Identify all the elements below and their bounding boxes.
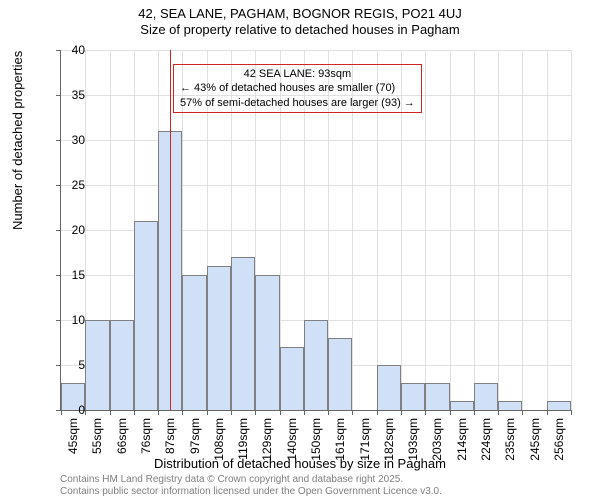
histogram-bar	[110, 320, 134, 410]
x-tick-mark	[450, 410, 451, 415]
x-tick-mark	[425, 410, 426, 415]
x-tick-mark	[498, 410, 499, 415]
y-tick-label: 5	[55, 358, 85, 372]
footer-line-1: Contains HM Land Registry data © Crown c…	[60, 474, 442, 486]
title-line-1: 42, SEA LANE, PAGHAM, BOGNOR REGIS, PO21…	[0, 6, 600, 22]
y-tick-label: 20	[55, 223, 85, 237]
y-tick-label: 0	[55, 403, 85, 417]
x-tick-mark	[207, 410, 208, 415]
x-tick-mark	[85, 410, 86, 415]
histogram-bar	[377, 365, 401, 410]
histogram-bar	[547, 401, 571, 410]
y-axis-label: Number of detached properties	[10, 51, 25, 230]
histogram-bar	[450, 401, 474, 410]
x-tick-mark	[377, 410, 378, 415]
x-tick-mark	[522, 410, 523, 415]
histogram-bar	[85, 320, 109, 410]
x-tick-mark	[401, 410, 402, 415]
histogram-bar	[134, 221, 158, 410]
x-tick-mark	[571, 410, 572, 415]
y-tick-label: 40	[55, 43, 85, 57]
annotation-line-1: ← 43% of detached houses are smaller (70…	[180, 81, 415, 95]
histogram-bar	[231, 257, 255, 410]
histogram-bar	[280, 347, 304, 410]
grid-line-h	[61, 50, 571, 51]
y-tick-label: 25	[55, 178, 85, 192]
histogram-bar	[474, 383, 498, 410]
chart-title-block: 42, SEA LANE, PAGHAM, BOGNOR REGIS, PO21…	[0, 0, 600, 39]
reference-line	[170, 50, 171, 410]
y-tick-label: 35	[55, 88, 85, 102]
x-tick-mark	[280, 410, 281, 415]
histogram-bar	[304, 320, 328, 410]
x-tick-mark	[474, 410, 475, 415]
histogram-bar	[328, 338, 352, 410]
x-tick-mark	[134, 410, 135, 415]
y-tick-label: 10	[55, 313, 85, 327]
x-tick-mark	[352, 410, 353, 415]
x-tick-mark	[182, 410, 183, 415]
annotation-header: 42 SEA LANE: 93sqm	[180, 67, 415, 81]
histogram-bar	[425, 383, 449, 410]
footer-line-2: Contains public sector information licen…	[60, 486, 442, 498]
grid-line-v	[450, 50, 451, 410]
histogram-bar	[255, 275, 279, 410]
x-tick-mark	[304, 410, 305, 415]
x-tick-mark	[158, 410, 159, 415]
histogram-bar	[498, 401, 522, 410]
grid-line-v	[571, 50, 572, 410]
grid-line-v	[425, 50, 426, 410]
histogram-bar	[401, 383, 425, 410]
annotation-box: 42 SEA LANE: 93sqm← 43% of detached hous…	[173, 64, 422, 113]
grid-line-v	[547, 50, 548, 410]
x-tick-mark	[110, 410, 111, 415]
title-line-2: Size of property relative to detached ho…	[0, 22, 600, 38]
grid-line-v	[522, 50, 523, 410]
x-tick-mark	[231, 410, 232, 415]
x-tick-mark	[547, 410, 548, 415]
grid-line-h	[61, 140, 571, 141]
chart-container: 42, SEA LANE, PAGHAM, BOGNOR REGIS, PO21…	[0, 0, 600, 500]
annotation-line-2: 57% of semi-detached houses are larger (…	[180, 96, 415, 110]
footer-text: Contains HM Land Registry data © Crown c…	[60, 474, 442, 498]
histogram-bar	[207, 266, 231, 410]
x-tick-mark	[328, 410, 329, 415]
x-tick-mark	[255, 410, 256, 415]
y-tick-label: 15	[55, 268, 85, 282]
grid-line-v	[474, 50, 475, 410]
plot-area: 42 SEA LANE: 93sqm← 43% of detached hous…	[60, 50, 571, 411]
histogram-bar	[182, 275, 206, 410]
y-tick-label: 30	[55, 133, 85, 147]
grid-line-h	[61, 185, 571, 186]
grid-line-v	[498, 50, 499, 410]
